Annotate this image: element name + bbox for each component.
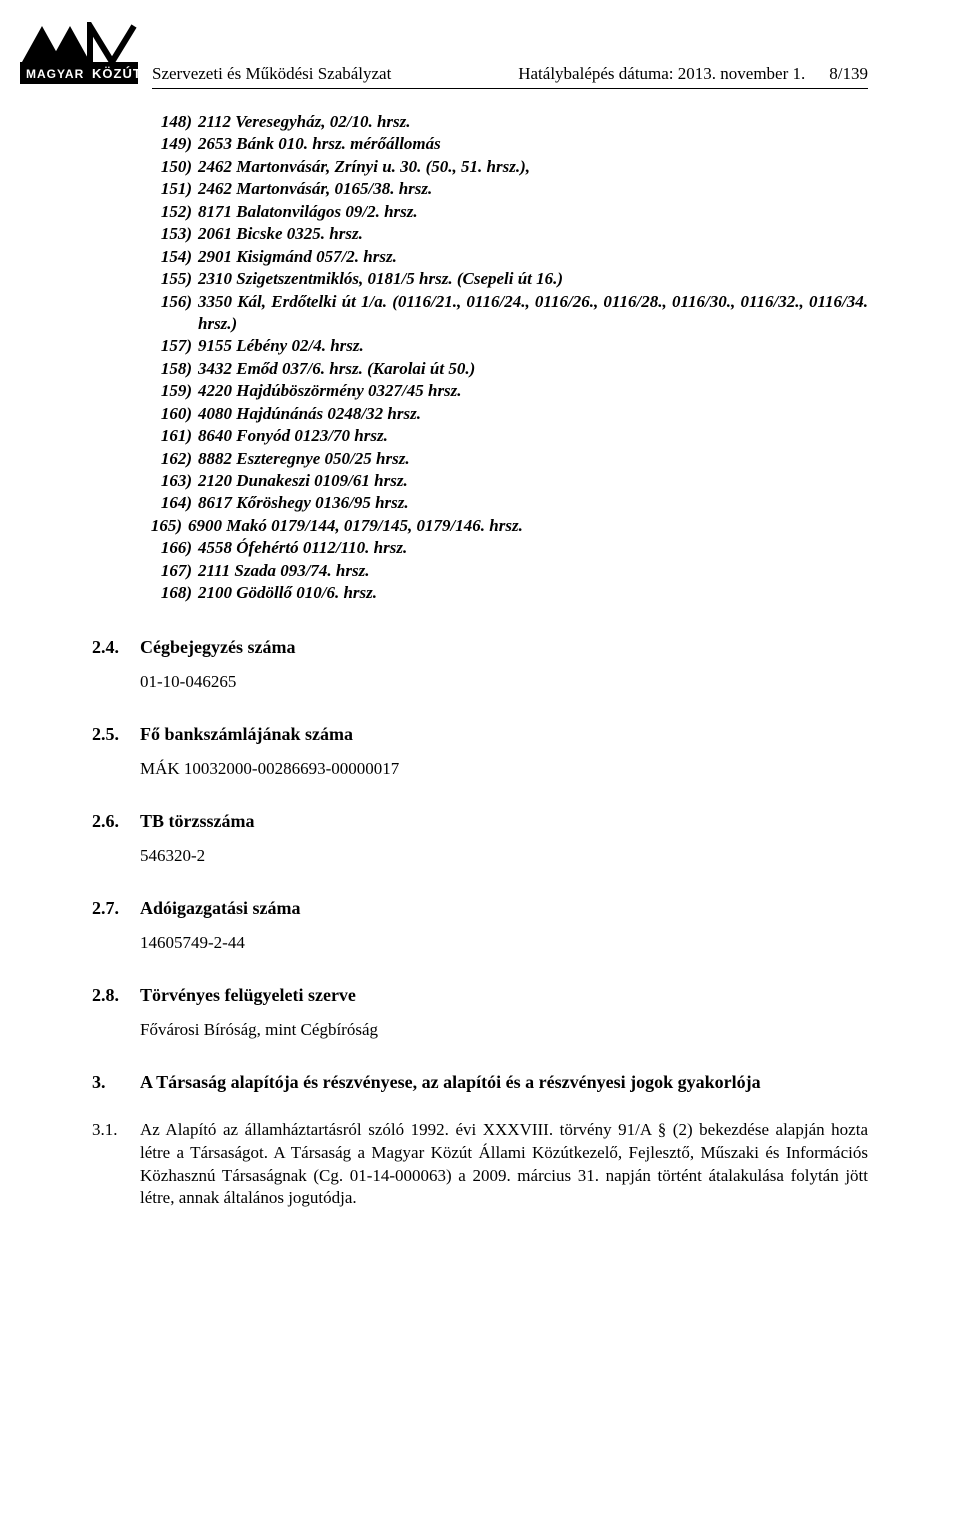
list-item-number: 162) <box>142 448 198 470</box>
list-item: 158)3432 Emőd 037/6. hrsz. (Karolai út 5… <box>142 358 868 380</box>
list-item-text: 2462 Martonvásár, 0165/38. hrsz. <box>198 178 868 200</box>
list-item-number: 154) <box>142 246 198 268</box>
header-page-number: 8/139 <box>829 64 868 84</box>
list-item-number: 157) <box>142 335 198 357</box>
list-item: 168)2100 Gödöllő 010/6. hrsz. <box>142 582 868 604</box>
list-item: 157)9155 Lébény 02/4. hrsz. <box>142 335 868 357</box>
section-number: 2.8. <box>92 985 140 1006</box>
list-item-number: 164) <box>142 492 198 514</box>
section-title: Adóigazgatási száma <box>140 898 868 919</box>
section-title: TB törzsszáma <box>140 811 868 832</box>
document-page: MAGYAR KÖZÚT Szervezeti és Működési Szab… <box>0 0 960 1525</box>
list-item-text: 2310 Szigetszentmiklós, 0181/5 hrsz. (Cs… <box>198 268 868 290</box>
list-item: 166)4558 Ófehértó 0112/110. hrsz. <box>142 537 868 559</box>
list-item: 162)8882 Eszteregnye 050/25 hrsz. <box>142 448 868 470</box>
section-heading: 2.4.Cégbejegyzés száma <box>92 637 868 658</box>
list-item-number: 159) <box>142 380 198 402</box>
list-item-text: 4220 Hajdúböszörmény 0327/45 hrsz. <box>198 380 868 402</box>
list-item-number: 160) <box>142 403 198 425</box>
list-item: 148)2112 Veresegyház, 02/10. hrsz. <box>142 111 868 133</box>
list-item-text: 2120 Dunakeszi 0109/61 hrsz. <box>198 470 868 492</box>
section-heading: 2.8.Törvényes felügyeleti szerve <box>92 985 868 1006</box>
paragraph-3-1: 3.1. Az Alapító az államháztartásról szó… <box>92 1119 868 1211</box>
list-item-text: 2462 Martonvásár, Zrínyi u. 30. (50., 51… <box>198 156 868 178</box>
list-item-text: 2100 Gödöllő 010/6. hrsz. <box>198 582 868 604</box>
list-item-text: 8617 Kőröshegy 0136/95 hrsz. <box>198 492 868 514</box>
list-item-number: 161) <box>142 425 198 447</box>
list-item-text: 8640 Fonyód 0123/70 hrsz. <box>198 425 868 447</box>
section-title: Cégbejegyzés száma <box>140 637 868 658</box>
section-title: A Társaság alapítója és részvényese, az … <box>140 1072 868 1093</box>
list-item-number: 156) <box>142 291 198 336</box>
header-doc-title: Szervezeti és Működési Szabályzat <box>152 64 391 84</box>
list-item-text: 9155 Lébény 02/4. hrsz. <box>198 335 868 357</box>
list-item-number: 166) <box>142 537 198 559</box>
section-title: Fő bankszámlájának száma <box>140 724 868 745</box>
section-heading: 2.6.TB törzsszáma <box>92 811 868 832</box>
list-item-text: 4558 Ófehértó 0112/110. hrsz. <box>198 537 868 559</box>
list-item: 153)2061 Bicske 0325. hrsz. <box>142 223 868 245</box>
section-number: 3. <box>92 1072 140 1093</box>
section-title: Törvényes felügyeleti szerve <box>140 985 868 1006</box>
header-effective-date: Hatálybalépés dátuma: 2013. november 1. <box>518 64 805 84</box>
list-item: 152)8171 Balatonvilágos 09/2. hrsz. <box>142 201 868 223</box>
list-item-number: 148) <box>142 111 198 133</box>
list-item-number: 149) <box>142 133 198 155</box>
list-item: 151)2462 Martonvásár, 0165/38. hrsz. <box>142 178 868 200</box>
list-item: 159)4220 Hajdúböszörmény 0327/45 hrsz. <box>142 380 868 402</box>
svg-text:KÖZÚT: KÖZÚT <box>92 66 138 81</box>
list-item-text: 3350 Kál, Erdőtelki út 1/a. (0116/21., 0… <box>198 291 868 336</box>
list-item: 150)2462 Martonvásár, Zrínyi u. 30. (50.… <box>142 156 868 178</box>
list-item-number: 165) <box>142 515 188 537</box>
list-item: 167)2111 Szada 093/74. hrsz. <box>142 560 868 582</box>
list-item-number: 168) <box>142 582 198 604</box>
section-body: Fővárosi Bíróság, mint Cégbíróság <box>140 1020 868 1040</box>
section-number: 2.4. <box>92 637 140 658</box>
list-item-text: 2061 Bicske 0325. hrsz. <box>198 223 868 245</box>
page-header: Szervezeti és Működési Szabályzat Hatály… <box>152 64 868 84</box>
list-item-text: 3432 Emőd 037/6. hrsz. (Karolai út 50.) <box>198 358 868 380</box>
list-item-number: 163) <box>142 470 198 492</box>
section-body: 14605749-2-44 <box>140 933 868 953</box>
paragraph-number: 3.1. <box>92 1119 140 1211</box>
list-item-number: 167) <box>142 560 198 582</box>
list-item: 160)4080 Hajdúnánás 0248/32 hrsz. <box>142 403 868 425</box>
section-body: 546320-2 <box>140 846 868 866</box>
svg-text:MAGYAR: MAGYAR <box>26 67 84 81</box>
list-item-text: 2112 Veresegyház, 02/10. hrsz. <box>198 111 868 133</box>
section-body: MÁK 10032000-00286693-00000017 <box>140 759 868 779</box>
section-number: 2.5. <box>92 724 140 745</box>
list-item: 155)2310 Szigetszentmiklós, 0181/5 hrsz.… <box>142 268 868 290</box>
header-underline <box>152 88 868 89</box>
list-item: 161)8640 Fonyód 0123/70 hrsz. <box>142 425 868 447</box>
list-item-text: 2901 Kisigmánd 057/2. hrsz. <box>198 246 868 268</box>
list-item-text: 8171 Balatonvilágos 09/2. hrsz. <box>198 201 868 223</box>
section-number: 2.7. <box>92 898 140 919</box>
list-item: 164)8617 Kőröshegy 0136/95 hrsz. <box>142 492 868 514</box>
list-item-number: 155) <box>142 268 198 290</box>
magyar-kozut-logo: MAGYAR KÖZÚT <box>20 22 138 84</box>
section-heading: 2.5.Fő bankszámlájának száma <box>92 724 868 745</box>
list-item: 165)6900 Makó 0179/144, 0179/145, 0179/1… <box>142 515 868 537</box>
list-item-number: 153) <box>142 223 198 245</box>
list-item-text: 4080 Hajdúnánás 0248/32 hrsz. <box>198 403 868 425</box>
numbered-list: 148)2112 Veresegyház, 02/10. hrsz.149)26… <box>142 111 868 605</box>
list-item-number: 151) <box>142 178 198 200</box>
list-item-number: 150) <box>142 156 198 178</box>
list-item-text: 6900 Makó 0179/144, 0179/145, 0179/146. … <box>188 515 868 537</box>
list-item-number: 152) <box>142 201 198 223</box>
section-heading: 2.7.Adóigazgatási száma <box>92 898 868 919</box>
list-item: 163)2120 Dunakeszi 0109/61 hrsz. <box>142 470 868 492</box>
list-item-text: 8882 Eszteregnye 050/25 hrsz. <box>198 448 868 470</box>
paragraph-text: Az Alapító az államháztartásról szóló 19… <box>140 1119 868 1211</box>
list-item: 149)2653 Bánk 010. hrsz. mérőállomás <box>142 133 868 155</box>
list-item-text: 2111 Szada 093/74. hrsz. <box>198 560 868 582</box>
section-body: 01-10-046265 <box>140 672 868 692</box>
list-item-number: 158) <box>142 358 198 380</box>
list-item: 156)3350 Kál, Erdőtelki út 1/a. (0116/21… <box>142 291 868 336</box>
list-item: 154)2901 Kisigmánd 057/2. hrsz. <box>142 246 868 268</box>
section-3-heading: 3. A Társaság alapítója és részvényese, … <box>92 1072 868 1093</box>
list-item-text: 2653 Bánk 010. hrsz. mérőállomás <box>198 133 868 155</box>
section-number: 2.6. <box>92 811 140 832</box>
